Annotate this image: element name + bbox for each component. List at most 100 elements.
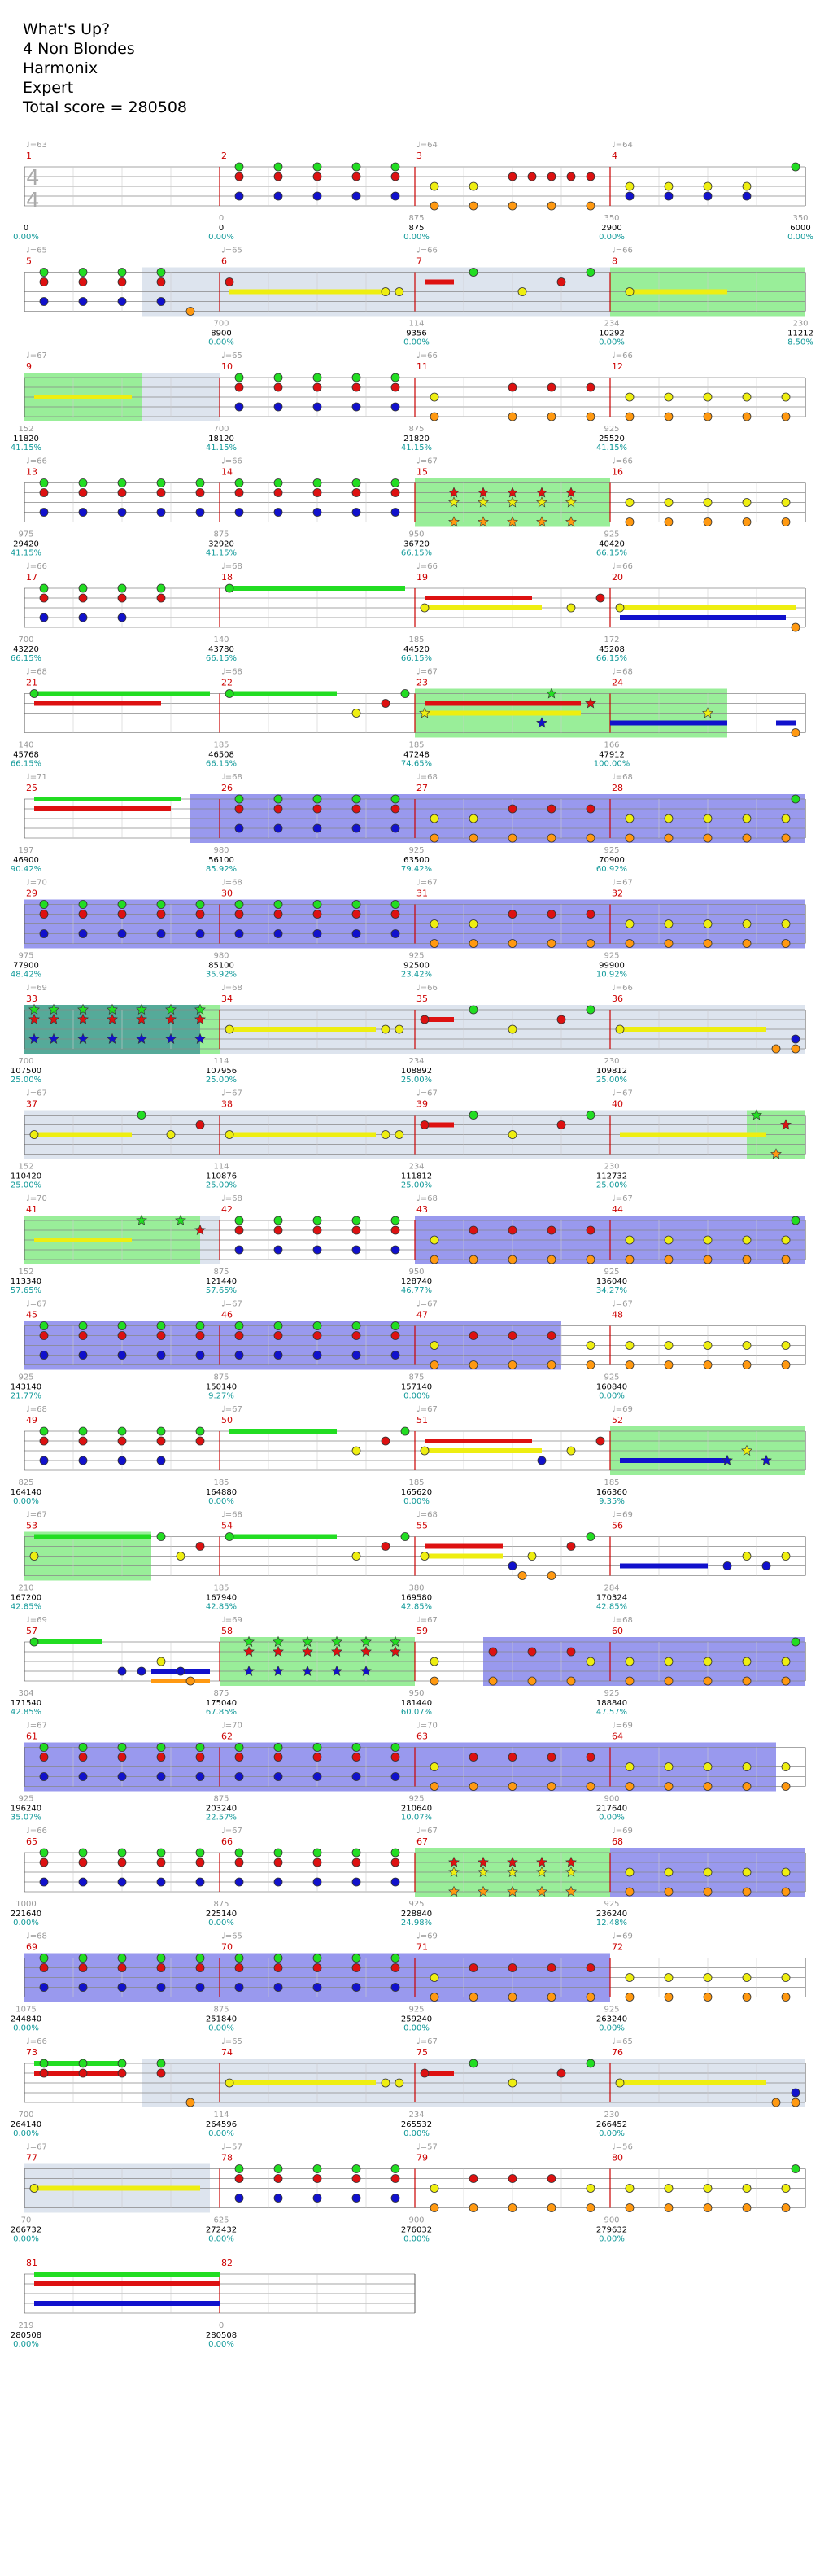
note-orange	[430, 1676, 439, 1686]
note-blue	[761, 1561, 771, 1570]
measure-number: 42	[221, 1204, 233, 1215]
star-note-red	[780, 1119, 792, 1130]
note-yellow	[781, 1867, 791, 1877]
note-yellow	[664, 1762, 674, 1771]
sustain-yellow	[620, 2080, 766, 2085]
tempo-marking: ♩=57	[416, 2143, 438, 2152]
note-yellow	[625, 287, 635, 296]
note-orange	[781, 412, 791, 421]
measure-subscore: 700	[213, 320, 229, 329]
sustain-red	[425, 1543, 503, 1549]
measure-subscore: 925	[604, 1373, 619, 1382]
cumulative-score: 21820	[403, 434, 430, 443]
note-yellow	[703, 1973, 713, 1982]
note-blue	[390, 929, 400, 938]
star-note-orange	[478, 1885, 489, 1897]
note-yellow	[664, 2184, 674, 2193]
measure-number: 61	[26, 1731, 37, 1742]
note-green	[39, 900, 49, 909]
sustain-blue	[776, 720, 796, 726]
note-yellow	[664, 392, 674, 402]
note-blue	[273, 2194, 283, 2203]
cumulative-score: 280508	[206, 2331, 237, 2340]
note-blue	[351, 1772, 361, 1781]
star-note-yellow	[536, 1866, 547, 1877]
note-green	[390, 162, 400, 172]
measure-number: 37	[26, 1099, 37, 1110]
note-orange	[625, 1676, 635, 1686]
overdrive-percentage: 25.00%	[596, 1076, 627, 1085]
note-blue	[117, 1666, 127, 1676]
note-yellow	[469, 181, 478, 191]
note-blue	[234, 929, 244, 938]
note-orange	[508, 201, 517, 211]
measure-subscore: 700	[18, 1057, 33, 1066]
note-yellow	[395, 287, 404, 296]
measure-subscore: 114	[213, 2111, 229, 2120]
note-red	[39, 277, 49, 286]
measure-subscore: 925	[408, 1900, 424, 1909]
note-blue	[78, 1877, 88, 1887]
tempo-marking: ♩=67	[612, 1089, 633, 1098]
overdrive-percentage: 48.42%	[11, 971, 41, 980]
measure-number: 24	[612, 678, 623, 688]
measure-number: 57	[26, 1626, 37, 1636]
note-red	[78, 593, 88, 603]
note-orange	[791, 2098, 800, 2107]
cumulative-score: 6000	[790, 224, 810, 233]
measure-subscore: 625	[213, 2216, 229, 2225]
tempo-marking: ♩=66	[416, 562, 438, 571]
overdrive-percentage: 0.00%	[403, 233, 430, 242]
note-red	[117, 1436, 127, 1446]
note-red	[312, 1963, 322, 1972]
note-blue	[390, 823, 400, 833]
star-note-blue	[536, 717, 547, 728]
star-note-yellow	[565, 1866, 577, 1877]
note-blue	[234, 1877, 244, 1887]
note-green	[78, 2059, 88, 2068]
measure-subscore: 875	[213, 1689, 229, 1698]
note-yellow	[703, 1235, 713, 1245]
note-yellow	[781, 498, 791, 507]
measure-subscore: 900	[604, 2216, 619, 2225]
note-red	[78, 1858, 88, 1867]
measure-subscore: 700	[18, 635, 33, 644]
note-red	[312, 1225, 322, 1235]
note-orange	[625, 1255, 635, 1264]
note-red	[595, 593, 605, 603]
note-blue	[273, 1877, 283, 1887]
note-orange	[547, 1782, 556, 1791]
note-blue	[117, 1456, 127, 1465]
note-orange	[586, 1782, 595, 1791]
cumulative-score: 70900	[599, 856, 625, 865]
tempo-marking: ♩=68	[26, 1405, 47, 1414]
note-red	[78, 1331, 88, 1340]
sustain-green	[34, 797, 181, 801]
measure-number: 7	[416, 256, 422, 267]
note-red	[78, 1963, 88, 1972]
star-note-orange	[448, 1885, 460, 1897]
cumulative-score: 228840	[401, 1910, 432, 1919]
note-blue	[39, 1351, 49, 1360]
measure-subscore: 925	[604, 425, 619, 434]
note-green	[312, 1216, 322, 1225]
chart-header: What's Up? 4 Non Blondes Harmonix Expert…	[23, 20, 187, 117]
cumulative-score: 279632	[596, 2226, 627, 2235]
note-blue	[273, 191, 283, 201]
tempo-marking: ♩=66	[612, 562, 633, 571]
note-yellow	[742, 1867, 752, 1877]
note-blue	[156, 1351, 166, 1360]
note-green	[351, 478, 361, 487]
overdrive-percentage: 0.00%	[208, 2129, 234, 2138]
note-yellow	[420, 1552, 430, 1561]
cumulative-score: 0	[24, 224, 28, 233]
cumulative-score: 77900	[13, 962, 39, 971]
overdrive-percentage: 25.00%	[11, 1181, 41, 1190]
note-yellow	[625, 1762, 635, 1771]
note-blue	[195, 929, 205, 938]
overdrive-percentage: 0.00%	[599, 1392, 625, 1401]
cumulative-score: 264140	[11, 2120, 41, 2129]
note-red	[390, 1858, 400, 1867]
cumulative-score: 110420	[11, 1172, 41, 1181]
note-red	[117, 593, 127, 603]
